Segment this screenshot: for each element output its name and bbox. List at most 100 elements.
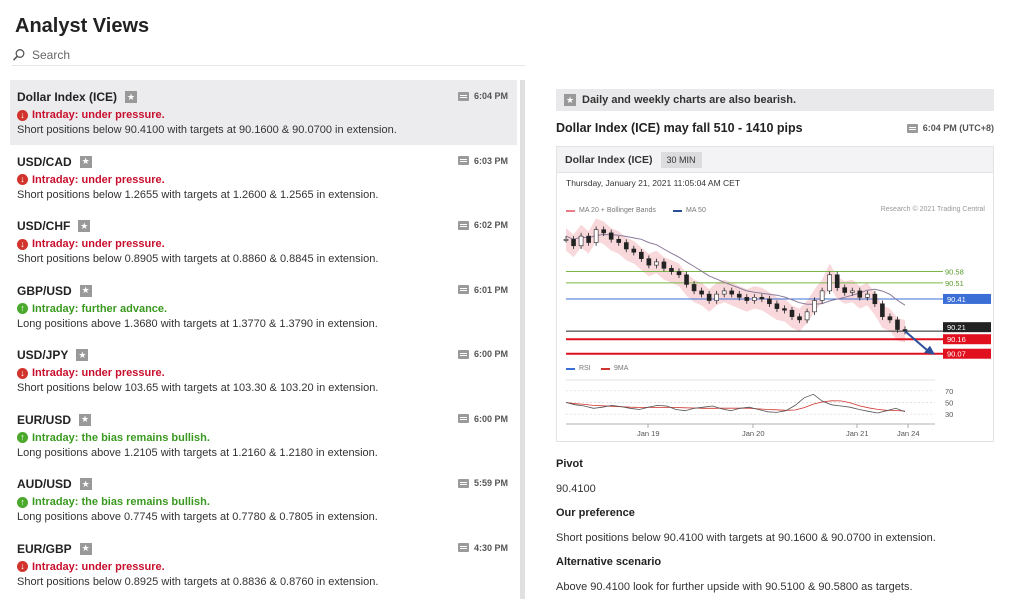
item-header: AUD/USD ★ (17, 476, 510, 492)
legend-swatch (673, 209, 682, 212)
status-text: Intraday: under pressure. (32, 367, 165, 379)
candle-body (714, 293, 719, 301)
rsi-tick-label: 30 (945, 410, 953, 419)
star-icon[interactable]: ★ (125, 91, 138, 103)
instrument-name[interactable]: EUR/GBP (17, 541, 72, 556)
comment-icon (457, 156, 469, 165)
list-item[interactable]: USD/CAD ★ 6:03 PM ↓ Intraday: under pressure… (10, 145, 517, 210)
price-tag-90.41 (943, 293, 991, 304)
candle-body (699, 290, 704, 295)
rsi-tick-label: 50 (945, 399, 953, 408)
star-icon[interactable]: ★ (79, 542, 92, 555)
star-icon[interactable]: ★ (79, 284, 92, 297)
item-description: Long positions above 1.2105 with targets… (17, 446, 378, 459)
price-chart: 90.58 90.51 90.41 90.21 90.16 90.07 70 50 30 Jan … (563, 218, 991, 437)
star-icon[interactable]: ★ (78, 220, 91, 232)
list-item[interactable]: GBP/USD ★ 6:01 PM ↑ Intraday: further advanc… (10, 274, 517, 339)
status-text: Intraday: under pressure. (32, 109, 165, 121)
candle-body (608, 232, 614, 240)
status-text: Intraday: the bias remains bullish. (32, 496, 210, 508)
price-label-90.16: 90.16 (947, 335, 966, 344)
comment-icon (906, 123, 918, 133)
item-time-text: 5:59 PM (473, 478, 508, 488)
legend-rsi-label: RSI (579, 365, 591, 372)
candle-body (819, 290, 825, 301)
item-time-text: 6:00 PM (473, 349, 508, 359)
instrument-name[interactable]: USD/CAD (17, 154, 72, 169)
star-icon[interactable]: ★ (76, 349, 89, 361)
list-item[interactable]: EUR/GBP ★ 4:30 PM ↓ Intraday: under pressure… (10, 532, 517, 597)
candle-body (571, 239, 576, 247)
detail-banner: ★ Daily and weekly charts are also beari… (556, 89, 994, 111)
candle-body (887, 316, 893, 321)
instrument-name[interactable]: USD/CHF (17, 219, 71, 233)
x-tick-label: Jan 19 (637, 429, 660, 437)
candle-body (593, 229, 599, 243)
candle-body (834, 274, 840, 288)
star-icon[interactable]: ★ (79, 478, 92, 490)
timeframe-button[interactable]: 30 MIN (660, 151, 702, 168)
rsi-tick-label: 70 (945, 387, 953, 396)
star-icon[interactable]: ★ (79, 155, 92, 168)
instrument-name[interactable]: USD/JPY (17, 348, 69, 362)
item-time-text: 6:03 PM (473, 155, 508, 166)
search-bar[interactable]: Search (12, 48, 525, 66)
candle-body (601, 229, 606, 234)
candle-body (804, 311, 810, 321)
chart-datetime: Thursday, January 21, 2021 11:05:04 AM C… (566, 178, 741, 188)
candle-body (736, 293, 742, 298)
candle-body (706, 293, 712, 301)
list-item[interactable]: EUR/USD ★ 6:00 PM ↑ Intraday: the bias remai… (10, 403, 517, 468)
candle-body (774, 303, 780, 309)
price-tag-90.21 (943, 322, 991, 333)
arrow-up-icon: ↑ (17, 496, 28, 508)
status-line: ↓ Intraday: under pressure. (17, 237, 510, 251)
status-line: ↓ Intraday: under pressure. (17, 108, 510, 122)
instrument-name[interactable]: GBP/USD (17, 283, 72, 298)
arrow-up-icon: ↑ (17, 303, 28, 314)
item-timestamp: 6:01 PM (457, 285, 508, 295)
item-description: Short positions below 0.8925 with target… (17, 575, 379, 588)
status-line: ↑ Intraday: the bias remains bullish. (17, 495, 510, 509)
list-item[interactable]: USD/CHF ★ 6:02 PM ↓ Intraday: under pressure… (10, 209, 517, 274)
arrow-down-icon: ↓ (17, 109, 28, 121)
chart-area: Thursday, January 21, 2021 11:05:04 AM C… (563, 175, 993, 437)
list-item[interactable]: Dollar Index (ICE) ★ 6:04 PM ↓ Intraday: und… (10, 80, 517, 145)
arrow-down-icon: ↓ (17, 238, 28, 250)
comment-icon (457, 478, 469, 488)
comment-icon (457, 349, 469, 359)
detail-time-text: 6:04 PM (UTC+8) (922, 123, 994, 133)
item-timestamp: 6:00 PM (457, 349, 508, 359)
legend-swatch (566, 209, 575, 212)
instrument-name[interactable]: AUD/USD (17, 477, 72, 491)
preference-text: Short positions below 90.4100 with targe… (556, 532, 936, 544)
item-time-text: 6:02 PM (473, 220, 508, 230)
item-timestamp: 6:03 PM (457, 155, 508, 166)
candle-body (646, 258, 652, 266)
instrument-name[interactable]: Dollar Index (ICE) (17, 90, 118, 104)
list-item[interactable]: AUD/USD ★ 5:59 PM ↑ Intraday: the bias remai… (10, 467, 517, 532)
pivot-value: 90.4100 (556, 483, 596, 495)
chart-toolbar: Dollar Index (ICE) 30 MIN (557, 147, 993, 173)
candle-body (654, 261, 659, 266)
star-icon[interactable]: ★ (564, 94, 576, 106)
star-icon[interactable]: ★ (79, 413, 92, 426)
list-item[interactable]: USD/JPY ★ 6:00 PM ↓ Intraday: under pressure… (10, 338, 517, 403)
legend-9ma: 9MA (601, 365, 628, 372)
search-input[interactable]: Search (32, 47, 71, 62)
legend-ma20-label: MA 20 + Bollinger Bands (579, 207, 656, 214)
legend-swatch (566, 367, 575, 370)
projection-arrowhead (924, 345, 935, 355)
item-timestamp: 6:00 PM (457, 414, 508, 424)
status-text: Intraday: further advance. (32, 302, 168, 315)
banner-text: Daily and weekly charts are also bearish… (582, 94, 796, 106)
price-label-90.58: 90.58 (945, 268, 964, 277)
rsi-line (565, 393, 906, 414)
candle-body (669, 268, 674, 272)
item-timestamp: 4:30 PM (457, 542, 508, 553)
item-time-text: 4:30 PM (473, 542, 508, 553)
status-line: ↑ Intraday: further advance. (17, 302, 510, 316)
instrument-name[interactable]: EUR/USD (17, 412, 72, 427)
candle-body (880, 303, 885, 317)
list-scrollbar[interactable] (520, 80, 525, 599)
